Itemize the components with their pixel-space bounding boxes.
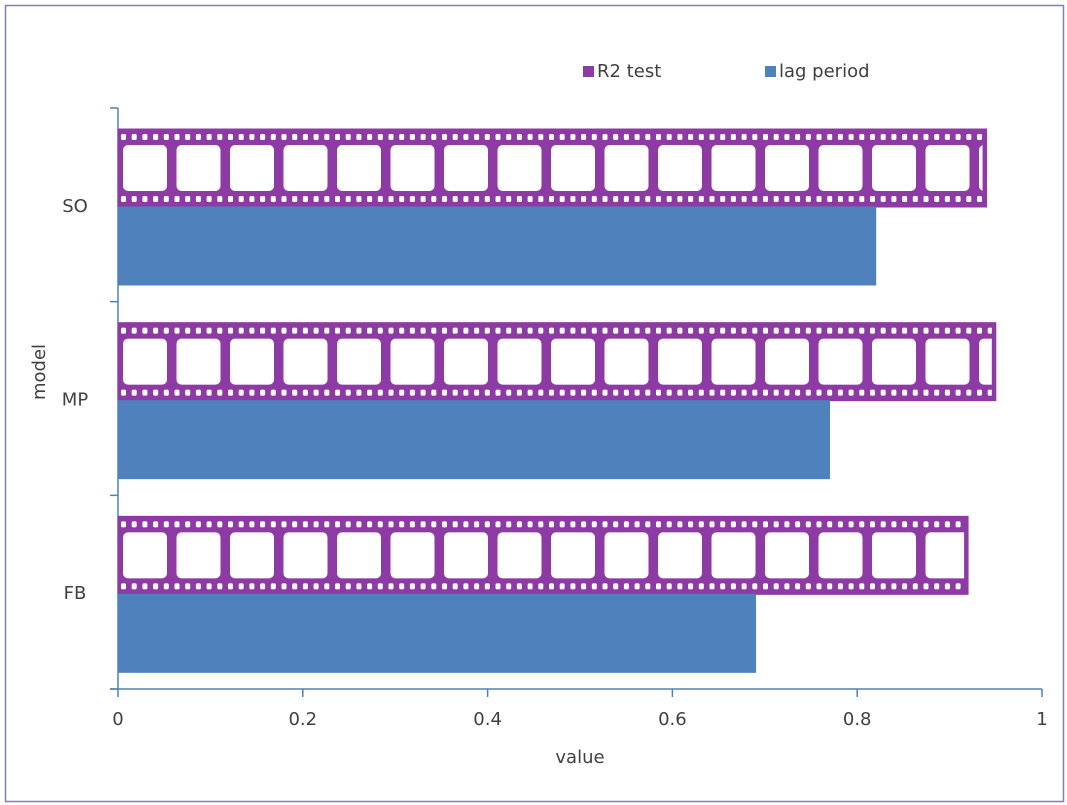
x-tick-label: 0.6: [658, 709, 687, 730]
x-tick-label: 1: [1036, 709, 1047, 730]
x-tick-label: 0.2: [288, 709, 317, 730]
film-overlay: [118, 516, 964, 594]
bar: [118, 207, 876, 285]
legend-swatch: [583, 66, 594, 77]
x-tick-label: 0.8: [843, 709, 872, 730]
y-tick-label: FB: [64, 583, 87, 604]
bar: [118, 401, 829, 479]
x-tick-label: 0.4: [473, 709, 502, 730]
y-axis-title: model: [29, 344, 50, 400]
legend-label: R2 test: [597, 61, 661, 82]
legend-swatch: [765, 66, 776, 77]
page: {"chart_data":{"type":"bar","orientation…: [0, 0, 1067, 805]
film-overlay: [118, 323, 992, 401]
y-tick-label: MP: [62, 390, 89, 411]
x-axis-title: value: [555, 747, 604, 768]
film-overlay: [118, 129, 983, 207]
bar: [118, 594, 756, 672]
x-tick-label: 0: [112, 709, 123, 730]
y-tick-label: SO: [62, 196, 88, 217]
legend-label: lag period: [779, 61, 870, 82]
chart: value model 0 0.2 0.4 0.6 0.8 1 FB MP SO R2 test l…: [0, 0, 1067, 805]
